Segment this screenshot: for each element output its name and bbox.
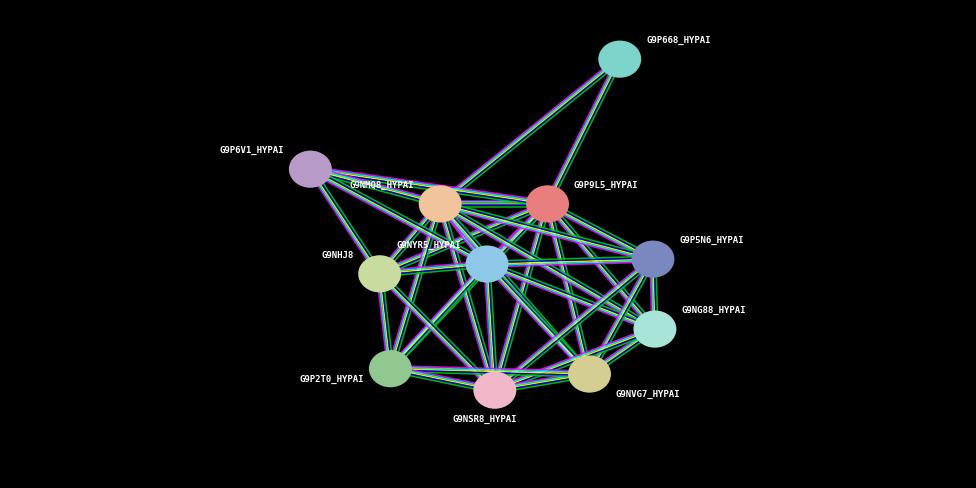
Text: G9P6V1_HYPAI: G9P6V1_HYPAI xyxy=(220,146,284,155)
Ellipse shape xyxy=(369,350,412,387)
Text: G9NHJ8: G9NHJ8 xyxy=(321,250,353,259)
Ellipse shape xyxy=(289,151,332,188)
Text: G9NYR5_HYPAI: G9NYR5_HYPAI xyxy=(396,241,461,249)
Ellipse shape xyxy=(633,311,676,348)
Ellipse shape xyxy=(526,186,569,223)
Ellipse shape xyxy=(568,356,611,393)
Text: G9NG88_HYPAI: G9NG88_HYPAI xyxy=(681,305,746,314)
Text: G9P5N6_HYPAI: G9P5N6_HYPAI xyxy=(679,236,744,244)
Ellipse shape xyxy=(598,41,641,79)
Text: G9P9L5_HYPAI: G9P9L5_HYPAI xyxy=(574,181,638,189)
Text: G9P668_HYPAI: G9P668_HYPAI xyxy=(646,36,711,45)
Text: G9NMQ8_HYPAI: G9NMQ8_HYPAI xyxy=(349,181,414,189)
Ellipse shape xyxy=(358,256,401,293)
Text: G9NSR8_HYPAI: G9NSR8_HYPAI xyxy=(453,414,517,423)
Ellipse shape xyxy=(466,246,508,283)
Ellipse shape xyxy=(631,241,674,278)
Ellipse shape xyxy=(419,186,462,223)
Ellipse shape xyxy=(473,372,516,409)
Text: G9P2T0_HYPAI: G9P2T0_HYPAI xyxy=(300,374,364,383)
Text: G9NVG7_HYPAI: G9NVG7_HYPAI xyxy=(616,389,680,398)
